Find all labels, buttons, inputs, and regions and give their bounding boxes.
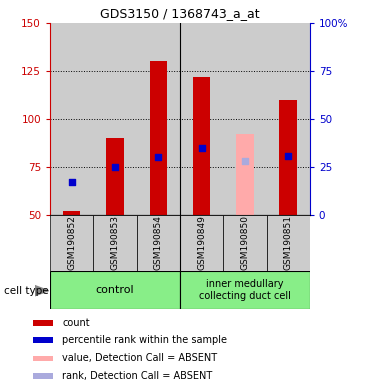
Text: count: count xyxy=(62,318,90,328)
Bar xyxy=(236,134,253,215)
Bar xyxy=(33,373,53,379)
Bar xyxy=(266,215,310,271)
Text: GSM190850: GSM190850 xyxy=(240,215,249,270)
Title: GDS3150 / 1368743_a_at: GDS3150 / 1368743_a_at xyxy=(100,7,260,20)
Polygon shape xyxy=(35,285,49,296)
Bar xyxy=(106,138,124,215)
Bar xyxy=(93,23,137,215)
Point xyxy=(155,154,161,161)
Text: GSM190854: GSM190854 xyxy=(154,215,163,270)
Text: GSM190852: GSM190852 xyxy=(67,215,76,270)
Text: cell type: cell type xyxy=(4,286,48,296)
Bar xyxy=(180,215,223,271)
Text: GSM190853: GSM190853 xyxy=(111,215,119,270)
Bar xyxy=(223,23,266,215)
Point xyxy=(198,145,204,151)
Bar xyxy=(93,215,137,271)
Bar xyxy=(180,271,310,309)
Text: GSM190849: GSM190849 xyxy=(197,215,206,270)
Bar xyxy=(50,215,93,271)
Bar xyxy=(33,320,53,326)
Bar xyxy=(180,23,223,215)
Text: rank, Detection Call = ABSENT: rank, Detection Call = ABSENT xyxy=(62,371,213,381)
Bar xyxy=(279,100,297,215)
Bar xyxy=(137,215,180,271)
Bar xyxy=(266,23,310,215)
Bar xyxy=(150,61,167,215)
Bar xyxy=(33,337,53,343)
Bar xyxy=(50,271,180,309)
Text: value, Detection Call = ABSENT: value, Detection Call = ABSENT xyxy=(62,353,217,364)
Point xyxy=(69,179,75,185)
Text: inner medullary
collecting duct cell: inner medullary collecting duct cell xyxy=(199,279,291,301)
Bar xyxy=(137,23,180,215)
Point xyxy=(112,164,118,170)
Text: control: control xyxy=(96,285,134,295)
Point xyxy=(242,158,248,164)
Bar xyxy=(33,356,53,361)
Text: GSM190851: GSM190851 xyxy=(284,215,293,270)
Bar xyxy=(50,23,93,215)
Point xyxy=(285,152,291,159)
Bar xyxy=(223,215,266,271)
Text: percentile rank within the sample: percentile rank within the sample xyxy=(62,335,227,345)
Bar xyxy=(63,211,81,215)
Bar xyxy=(193,77,210,215)
